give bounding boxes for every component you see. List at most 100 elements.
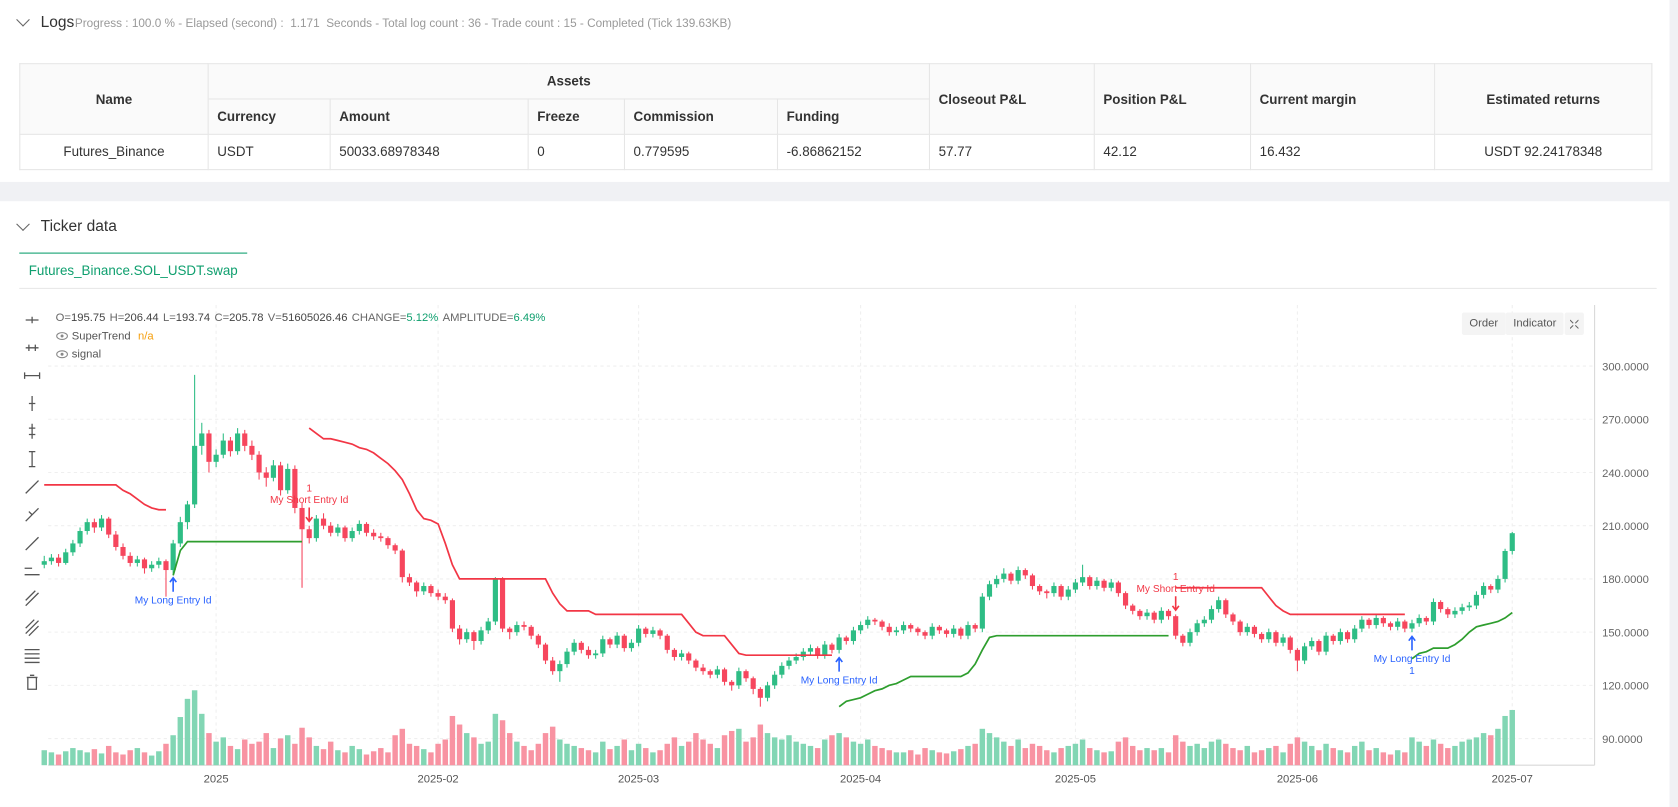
symbol-tab[interactable]: Futures_Binance.SOL_USDT.swap <box>19 252 248 288</box>
volume-bar <box>349 745 355 766</box>
volume-bar <box>714 748 721 766</box>
tool-icon[interactable] <box>28 423 36 439</box>
header-cell: Currency <box>207 98 331 135</box>
indicator-button[interactable]: Indicator <box>1505 312 1564 335</box>
volume-bar <box>1258 750 1265 766</box>
ohlc-info: O=195.75 H=206.44 L=193.74 C=205.78 V=516050… <box>56 311 550 324</box>
candle-body <box>134 559 140 563</box>
tool-icon[interactable] <box>25 536 39 551</box>
y-tick-label: 210.0000 <box>1602 521 1649 533</box>
volume-bar <box>1044 750 1050 766</box>
candle-body <box>521 625 527 627</box>
candle-body <box>249 445 255 455</box>
signal-label: My Short Entry Id <box>270 495 348 506</box>
candle-body <box>1173 616 1179 636</box>
candle-body <box>1473 594 1480 606</box>
candle-body <box>442 596 448 601</box>
candle-body <box>156 561 162 565</box>
info-label: L= <box>162 311 176 325</box>
volume-bar <box>306 737 312 766</box>
supertrend-line <box>172 540 1513 708</box>
candle-body <box>464 632 470 640</box>
candle-body <box>1080 577 1086 583</box>
candle-body <box>1373 617 1379 626</box>
legend-label: SuperTrend <box>71 329 131 343</box>
tool-icon[interactable] <box>25 619 39 637</box>
tool-icon[interactable] <box>28 395 36 411</box>
volume-bar <box>141 752 148 766</box>
volume-bar <box>514 741 520 766</box>
candle-body <box>177 522 183 544</box>
volume-bar <box>277 738 284 766</box>
candle-body <box>1423 617 1429 622</box>
volume-bar <box>1344 752 1351 766</box>
tool-icon[interactable] <box>26 674 38 690</box>
eye-icon[interactable] <box>56 350 69 359</box>
volume-bar <box>1051 752 1057 766</box>
volume-bar <box>320 749 327 766</box>
volume-bar <box>91 749 98 766</box>
candle-body <box>48 557 54 562</box>
legend-item[interactable]: SuperTrend n/a <box>56 329 154 343</box>
tool-icon[interactable] <box>24 567 40 576</box>
volume-bar <box>284 735 291 766</box>
volume-bar <box>757 724 764 766</box>
volume-bar <box>1065 745 1071 766</box>
volume-bar <box>199 713 205 766</box>
candle-body <box>499 578 506 629</box>
volume-bar <box>822 739 828 766</box>
volume-bar <box>958 749 964 766</box>
candle-body <box>1223 600 1229 615</box>
candle-body <box>578 642 584 650</box>
tool-icon[interactable] <box>25 480 39 494</box>
volume-bar <box>1488 735 1494 766</box>
tool-icon[interactable] <box>24 648 40 664</box>
candle-body <box>994 578 1000 585</box>
signal-arrow <box>1171 596 1180 612</box>
order-button[interactable]: Order <box>1461 312 1506 335</box>
tool-icon[interactable] <box>23 372 41 379</box>
tool-icon[interactable] <box>25 590 39 607</box>
tool-icon[interactable] <box>25 507 39 522</box>
volume-bar <box>1144 748 1150 766</box>
candle-body <box>270 465 276 478</box>
candle-body <box>772 674 778 686</box>
volume-bar <box>327 741 334 766</box>
volume-bar <box>564 743 570 766</box>
candle-body <box>113 534 119 547</box>
candle-body <box>285 468 291 491</box>
eye-icon[interactable] <box>56 332 69 341</box>
candle-body <box>1359 619 1365 629</box>
header-cell: Funding <box>776 98 931 135</box>
volume-bar <box>385 752 391 766</box>
volume-bar <box>1158 748 1165 766</box>
candle-body <box>299 507 305 530</box>
volume-bar <box>485 741 491 766</box>
volume-bar <box>70 748 76 766</box>
candle-body <box>1108 582 1114 588</box>
volume-bar <box>549 726 556 766</box>
tool-icon[interactable] <box>25 344 39 352</box>
drawing-toolbar <box>23 316 41 690</box>
logs-status: Progress : 100.0 % - Elapsed (second) : … <box>74 17 732 30</box>
candle-body <box>1122 593 1129 606</box>
tool-icon[interactable] <box>25 316 39 324</box>
volume-bar <box>1015 739 1021 766</box>
volume-bar <box>972 743 978 766</box>
candle-body <box>843 637 849 642</box>
candle-body <box>657 630 663 636</box>
candle-body <box>1087 577 1093 587</box>
volume-bar <box>464 733 470 766</box>
volume-bar <box>736 728 742 766</box>
fullscreen-button[interactable] <box>1564 312 1584 335</box>
volume-bar <box>249 743 255 766</box>
candle-body <box>671 649 677 657</box>
info-label: AMPLITUDE= <box>442 311 514 325</box>
legend-item[interactable]: signal <box>56 348 101 361</box>
volume-bar <box>1495 728 1501 766</box>
tool-icon[interactable] <box>28 450 36 468</box>
volume-bar <box>378 748 384 766</box>
volume-bar <box>836 733 842 766</box>
candle-body <box>392 545 398 551</box>
y-tick-label: 300.0000 <box>1602 361 1649 373</box>
